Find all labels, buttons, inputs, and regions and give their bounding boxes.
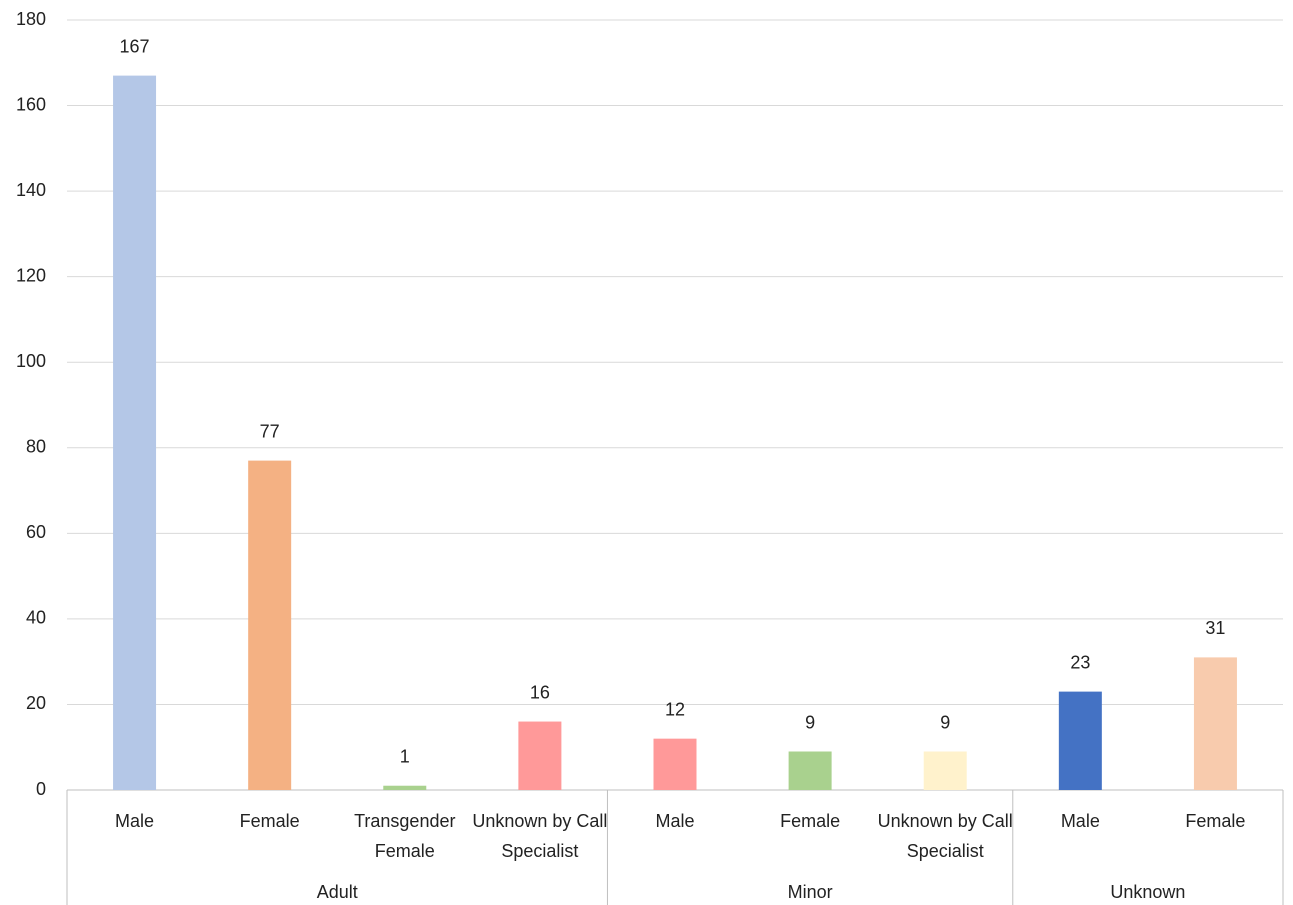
- data-label: 12: [665, 699, 685, 719]
- y-tick-label: 120: [16, 265, 46, 285]
- y-tick-label: 80: [26, 437, 46, 457]
- bar: [1193, 657, 1237, 790]
- bar: [113, 75, 157, 791]
- x-tick-label: Unknown by Call Specialist: [472, 811, 608, 861]
- x-tick-label-box: Male: [115, 811, 155, 831]
- bar: [1058, 691, 1102, 790]
- x-tick-label-box: Transgender Female: [354, 811, 456, 861]
- data-label: 31: [1205, 618, 1225, 638]
- bar: [923, 751, 967, 790]
- bar: [518, 721, 562, 790]
- x-tick-label-box: Male: [1060, 811, 1100, 831]
- x-tick-label-box: Female: [239, 811, 300, 831]
- data-label: 1: [400, 746, 410, 766]
- x-tick-label-box: Female: [1185, 811, 1246, 831]
- y-tick-label: 0: [36, 779, 46, 799]
- data-label: 77: [260, 421, 280, 441]
- group-label: Minor: [788, 882, 833, 902]
- x-tick-label: Male: [115, 811, 155, 831]
- y-tick-label: 40: [26, 608, 46, 628]
- bar: [383, 785, 427, 790]
- x-tick-label-box: Female: [780, 811, 841, 831]
- data-label: 167: [120, 36, 150, 56]
- group-label: Unknown: [1110, 882, 1185, 902]
- y-tick-label: 60: [26, 522, 46, 542]
- y-tick-label: 160: [16, 94, 46, 114]
- data-label: 16: [530, 682, 550, 702]
- x-tick-label: Female: [1185, 811, 1246, 831]
- x-tick-label: Unknown by Call Specialist: [877, 811, 1013, 861]
- bar: [653, 738, 697, 790]
- y-tick-label: 140: [16, 180, 46, 200]
- x-tick-label: Female: [780, 811, 841, 831]
- x-tick-label-box: Male: [655, 811, 695, 831]
- x-tick-label: Transgender Female: [354, 811, 456, 861]
- data-label: 9: [940, 712, 950, 732]
- bar: [788, 751, 832, 790]
- x-tick-label: Male: [655, 811, 695, 831]
- x-tick-label: Female: [239, 811, 300, 831]
- y-tick-label: 20: [26, 693, 46, 713]
- bar: [248, 460, 292, 790]
- x-tick-label-box: Unknown by Call Specialist: [472, 811, 608, 861]
- y-tick-label: 100: [16, 351, 46, 371]
- group-label: Adult: [317, 882, 358, 902]
- x-tick-label-box: Unknown by Call Specialist: [877, 811, 1013, 861]
- data-label: 9: [805, 712, 815, 732]
- y-tick-label: 180: [16, 9, 46, 29]
- x-tick-label: Male: [1060, 811, 1100, 831]
- data-label: 23: [1070, 652, 1090, 672]
